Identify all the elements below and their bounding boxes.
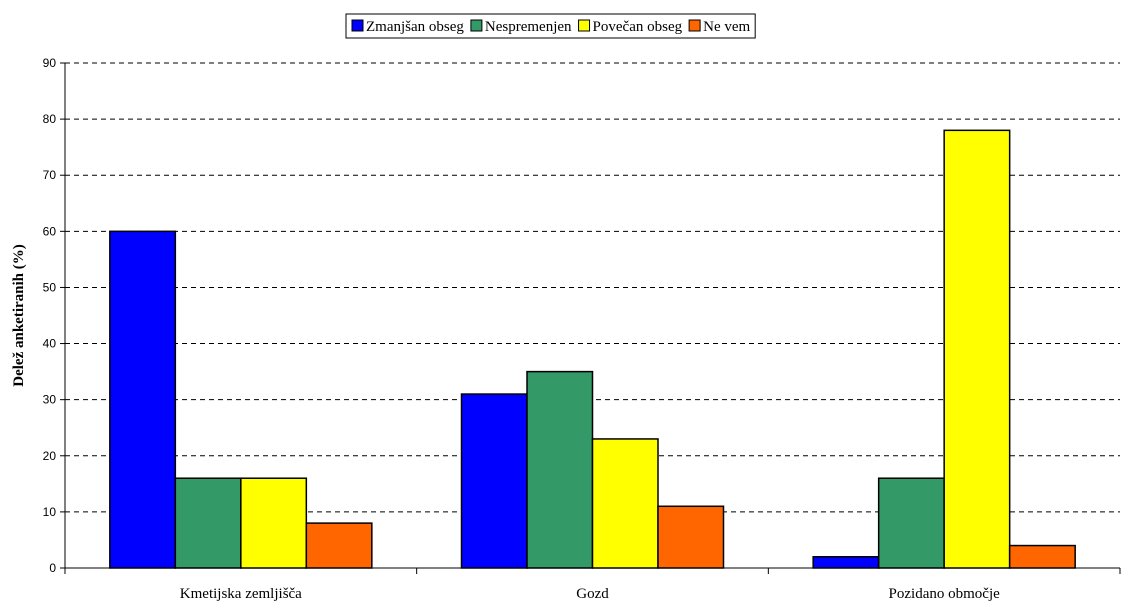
legend-label: Ne vem	[703, 19, 750, 35]
axis-labels: Kmetijska zemljišča Gozd Pozidano območje D…	[11, 244, 1000, 602]
y-tick-label: 30	[43, 393, 57, 407]
y-tick-label: 60	[43, 224, 57, 238]
y-tick-label: 70	[43, 168, 57, 182]
y-tick-label: 90	[43, 56, 57, 70]
bar-1-0	[174, 477, 242, 569]
y-tick-label: 50	[43, 280, 57, 294]
legend-box	[345, 13, 756, 39]
legend-label: Nespremenjen	[485, 19, 572, 35]
legend-label: Zmanjšan obseg	[366, 19, 464, 35]
y-tick-label: 20	[43, 449, 57, 463]
bar-3-0	[305, 522, 373, 569]
x-category-label: Gozd	[576, 586, 609, 602]
bar-3-2	[1008, 544, 1076, 569]
legend: Zmanjšan obseg Nespremenjen Povečan obseg N…	[345, 13, 756, 39]
y-tick-label: 10	[43, 505, 57, 519]
y-axis-title: Delež anketiranih (%)	[11, 244, 27, 386]
legend-swatch	[470, 19, 483, 32]
bars	[109, 129, 1076, 569]
bar-2-1	[591, 438, 659, 569]
bar-0-2	[812, 556, 880, 569]
axes: 0 10 20 30 40 50 60 70 80 90	[43, 56, 1121, 575]
bar-0-0	[109, 230, 177, 569]
legend-swatch	[688, 19, 701, 32]
bar-2-0	[240, 477, 308, 569]
y-tick-label: 0	[49, 561, 56, 575]
y-tick-label: 40	[43, 337, 57, 351]
bar-0-1	[460, 393, 528, 569]
bar-3-1	[657, 505, 725, 569]
bar-1-1	[526, 370, 594, 569]
legend-swatch	[578, 19, 591, 32]
bar-2-2	[943, 129, 1011, 569]
y-tick-label: 80	[43, 112, 57, 126]
legend-swatch	[351, 19, 364, 32]
x-category-label: Pozidano območje	[889, 586, 1001, 602]
x-category-label: Kmetijska zemljišča	[180, 586, 302, 602]
legend-label: Povečan obseg	[593, 19, 683, 35]
bar-1-2	[877, 477, 945, 569]
